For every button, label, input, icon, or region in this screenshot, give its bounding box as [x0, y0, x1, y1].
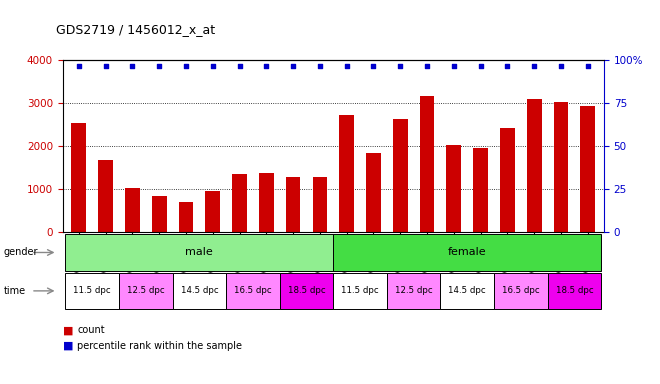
Bar [125, 188, 140, 232]
Point [154, 63, 164, 69]
Point [261, 63, 272, 69]
Text: 12.5 dpc: 12.5 dpc [127, 286, 164, 295]
Point [127, 63, 138, 69]
Text: count: count [77, 325, 105, 335]
Bar [71, 123, 86, 232]
Bar [259, 173, 274, 232]
Text: female: female [448, 247, 486, 258]
Bar [366, 153, 381, 232]
Point [73, 63, 84, 69]
Bar [152, 196, 166, 232]
Point [234, 63, 245, 69]
Bar [286, 177, 300, 232]
Point [475, 63, 486, 69]
Text: GDS2719 / 1456012_x_at: GDS2719 / 1456012_x_at [56, 23, 215, 36]
Point [341, 63, 352, 69]
Bar [232, 174, 247, 232]
Bar [339, 115, 354, 232]
Point [529, 63, 539, 69]
Text: time: time [3, 286, 26, 296]
Bar [393, 119, 408, 232]
Text: 11.5 dpc: 11.5 dpc [73, 286, 111, 295]
Point [100, 63, 111, 69]
Point [395, 63, 405, 69]
Bar [447, 145, 461, 232]
Point [583, 63, 593, 69]
Text: percentile rank within the sample: percentile rank within the sample [77, 341, 242, 351]
Bar [527, 99, 542, 232]
Bar [179, 202, 193, 232]
Point [449, 63, 459, 69]
Point [207, 63, 218, 69]
Bar [420, 96, 434, 232]
Text: 14.5 dpc: 14.5 dpc [181, 286, 218, 295]
Bar [205, 191, 220, 232]
Text: 18.5 dpc: 18.5 dpc [288, 286, 325, 295]
Text: 18.5 dpc: 18.5 dpc [556, 286, 593, 295]
Point [368, 63, 379, 69]
Text: ■: ■ [63, 341, 73, 351]
Point [556, 63, 566, 69]
Text: 16.5 dpc: 16.5 dpc [234, 286, 272, 295]
Bar [500, 128, 515, 232]
Text: 16.5 dpc: 16.5 dpc [502, 286, 540, 295]
Text: gender: gender [3, 247, 38, 258]
Bar [473, 148, 488, 232]
Bar [580, 106, 595, 232]
Bar [98, 160, 113, 232]
Text: 12.5 dpc: 12.5 dpc [395, 286, 432, 295]
Text: ■: ■ [63, 325, 73, 335]
Point [288, 63, 298, 69]
Bar [313, 177, 327, 232]
Text: male: male [185, 247, 213, 258]
Point [315, 63, 325, 69]
Bar [554, 102, 568, 232]
Point [181, 63, 191, 69]
Text: 14.5 dpc: 14.5 dpc [448, 286, 486, 295]
Text: 11.5 dpc: 11.5 dpc [341, 286, 379, 295]
Point [502, 63, 513, 69]
Point [422, 63, 432, 69]
